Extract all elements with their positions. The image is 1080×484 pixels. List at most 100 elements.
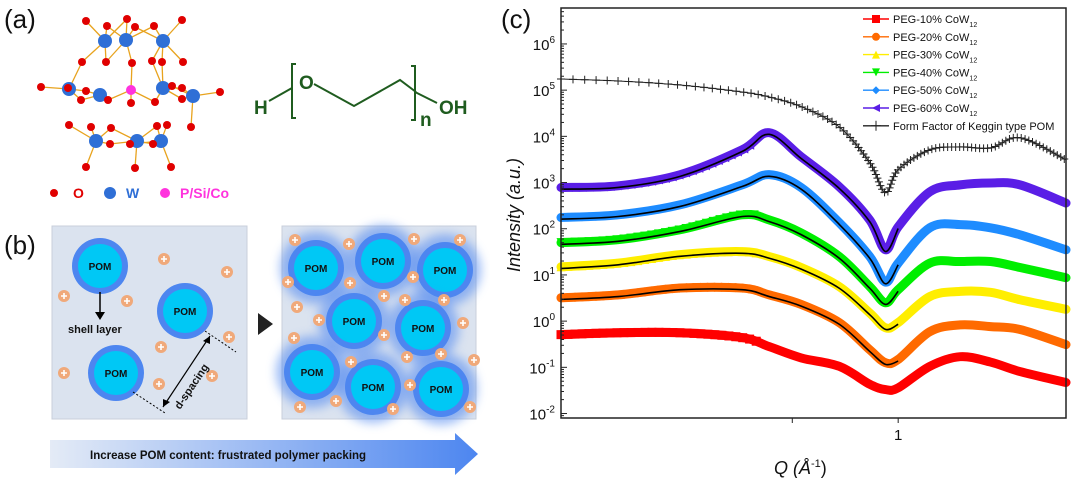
pom-label: POM [362, 383, 385, 394]
marker [1056, 153, 1065, 162]
marker [647, 327, 657, 337]
marker [647, 230, 657, 240]
oxygen-atom [153, 122, 161, 130]
marker [916, 149, 925, 158]
marker [1049, 149, 1058, 158]
tungsten-atom [156, 81, 170, 95]
marker [739, 88, 748, 97]
marker [751, 336, 761, 346]
marker [731, 332, 741, 342]
pom-core [361, 239, 405, 283]
pom-core [290, 350, 334, 394]
oxygen-atom [82, 87, 90, 95]
x-axis-label-text: Q (Å [774, 458, 811, 478]
marker [745, 140, 755, 150]
cation-icon [345, 356, 357, 368]
marker [876, 181, 885, 190]
cation-icon [435, 348, 447, 360]
fit-line [560, 252, 899, 331]
marker [927, 145, 936, 154]
marker [563, 237, 573, 247]
marker [696, 329, 706, 339]
cation-icon [155, 341, 167, 353]
marker [688, 222, 698, 232]
marker [640, 177, 650, 187]
marker [592, 76, 601, 85]
legend-item: PEG-60% CoW12 [863, 103, 977, 118]
pom-label: POM [105, 369, 128, 380]
series-7 [557, 75, 1069, 197]
marker [577, 237, 587, 247]
cation-icon [468, 354, 480, 366]
marker [871, 170, 880, 179]
y-tick-label: 103 [533, 174, 556, 193]
cation-icon [223, 331, 235, 343]
marker [761, 91, 770, 100]
marker [735, 210, 745, 220]
marker [653, 229, 663, 239]
marker [994, 140, 1003, 149]
marker [983, 144, 992, 153]
fit-line [560, 133, 899, 253]
marker [605, 235, 615, 245]
marker [668, 328, 678, 338]
oxygen-legend-label: O [73, 185, 84, 201]
marker [689, 328, 699, 338]
pom-core [419, 367, 463, 411]
fit-line [560, 215, 899, 306]
cation-icon [206, 370, 218, 382]
marker [839, 126, 848, 135]
oxygen-atom [127, 99, 135, 107]
marker [710, 330, 720, 340]
pom-label: POM [372, 257, 395, 268]
cation-icon [121, 295, 133, 307]
marker [885, 183, 894, 192]
series-layer [556, 75, 1071, 395]
pom-particle: POM [88, 345, 144, 401]
marker [633, 232, 643, 242]
legend-label: PEG-30% CoW12 [893, 50, 977, 65]
series-line [560, 78, 1067, 194]
marker [798, 103, 807, 112]
series-6 [556, 128, 1071, 255]
x-tick-label: 1 [894, 427, 902, 444]
marker [605, 328, 615, 338]
marker [691, 82, 700, 91]
marker [728, 211, 738, 221]
pom-particles-dilute: POM POM POM [72, 238, 213, 401]
y-tick-label: 106 [533, 35, 556, 54]
pom-label: POM [343, 317, 366, 328]
cation-icon [464, 401, 476, 413]
marker [626, 179, 636, 189]
pom-particle: POM [72, 238, 128, 294]
cation-icon [387, 403, 399, 415]
cation-icon [313, 314, 325, 326]
marker [909, 153, 918, 162]
banner-arrow [50, 433, 478, 475]
cation-icon [344, 277, 356, 289]
cation-icon [330, 395, 342, 407]
tungsten-legend-label: W [126, 185, 140, 201]
cation-icon [454, 234, 466, 246]
pom-particle: POM [318, 285, 390, 357]
marker [1035, 141, 1044, 150]
marker [1060, 154, 1069, 163]
cation-icon [58, 367, 70, 379]
peg-oxygen: O [299, 73, 314, 94]
marker [654, 327, 664, 337]
y-tick-label: 102 [533, 220, 556, 239]
oxygen-atom [64, 84, 72, 92]
marker [664, 80, 673, 89]
series-3 [556, 247, 1071, 333]
oxygen-atom [163, 121, 171, 129]
cation-icon [153, 378, 165, 390]
tungsten-atom [156, 34, 170, 48]
marker [813, 109, 822, 118]
marker [624, 77, 633, 86]
legend-marker [872, 15, 880, 23]
marker [708, 216, 718, 226]
cation-icon [378, 290, 390, 302]
marker [818, 112, 827, 121]
marker [1028, 138, 1037, 147]
y-tick-label: 100 [533, 312, 556, 331]
